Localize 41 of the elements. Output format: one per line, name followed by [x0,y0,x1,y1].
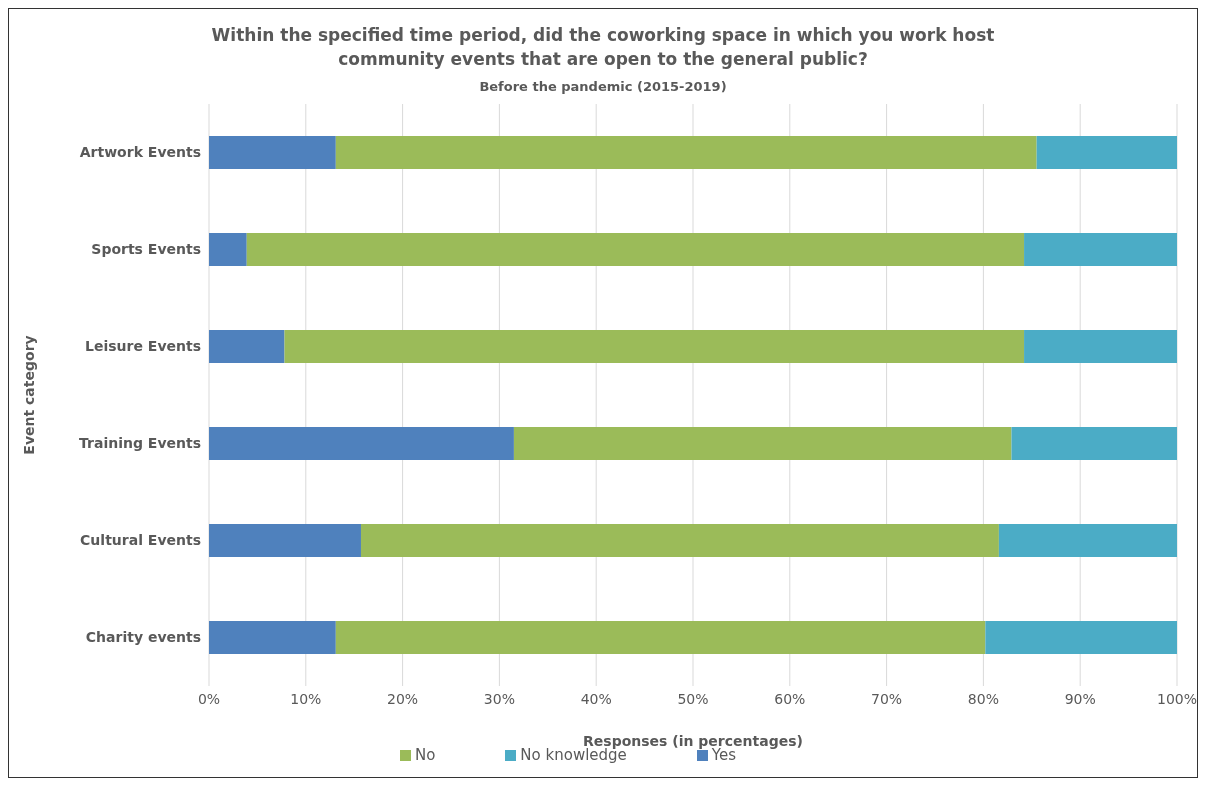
x-tick-label: 0% [197,690,221,707]
x-tick-label: 70% [871,690,903,707]
legend-label: No [414,746,436,764]
x-tick-label: 50% [677,690,709,707]
bar [209,330,285,364]
y-tick-label: Cultural Events [80,532,201,549]
bar [998,524,1177,558]
x-tick-label: 100% [1156,690,1198,707]
bar [209,524,361,558]
bar [335,136,1037,170]
y-tick-label: Artwork Events [79,144,201,161]
x-tick-label: 10% [290,690,322,707]
bar [209,136,336,170]
bar [985,621,1177,655]
bar [209,621,336,655]
bar [335,621,986,655]
x-tick-label: 40% [580,690,612,707]
chart-subtitle: Before the pandemic (2015-2019) [478,79,728,94]
bar [1024,233,1177,267]
bar [1011,427,1177,461]
y-tick-label: Charity events [85,629,201,646]
legend-label: Yes [711,746,737,764]
bar [513,427,1012,461]
bar [284,330,1025,364]
x-tick-label: 30% [483,690,515,707]
x-tick-label: 60% [774,690,806,707]
x-tick-label: 20% [387,690,419,707]
chart-title: Within the specified time period, did the coworking space in which you work host community events that are open to the general public? [210,24,996,71]
bar [360,524,999,558]
x-tick-label: 90% [1064,690,1096,707]
y-tick-label: Training Events [79,435,201,452]
bar [209,427,514,461]
bar [1036,136,1177,170]
y-axis-title: Event category [20,335,37,455]
x-tick-label: 80% [967,690,999,707]
bar [1024,330,1177,364]
x-axis-title: Responses (in percentages) [583,733,803,749]
bar [246,233,1025,267]
y-tick-label: Sports Events [91,241,201,258]
y-tick-label: Leisure Events [85,338,201,355]
bar [209,233,247,267]
